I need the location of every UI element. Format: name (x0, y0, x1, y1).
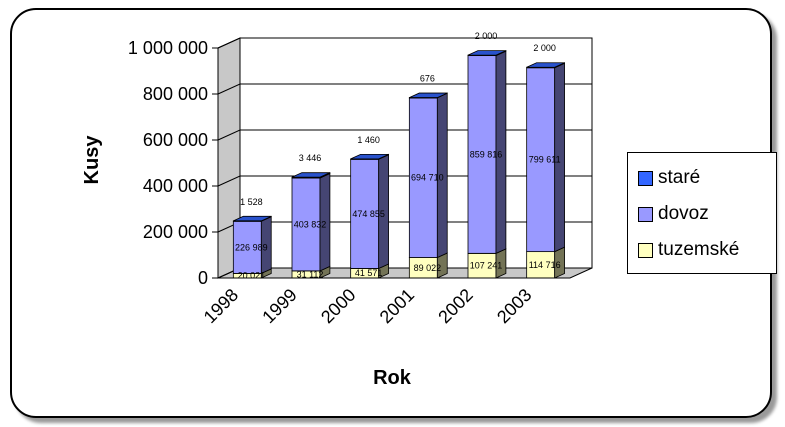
legend: staré dovoz tuzemské (627, 152, 777, 274)
data-label: 89 022 (414, 263, 442, 273)
legend-swatch-stare (638, 170, 653, 186)
data-label: 226 989 (235, 242, 268, 252)
bar-segment (232, 215, 272, 222)
data-label: 2 000 (475, 31, 498, 41)
legend-item-dovoz: dovoz (638, 201, 709, 227)
bar-segment (291, 172, 331, 179)
data-label: 859 816 (470, 149, 503, 159)
bar-front (467, 55, 497, 254)
data-label: 3 446 (299, 153, 322, 163)
y-tick-label: 600 000 (143, 130, 208, 150)
data-label: 403 832 (294, 219, 327, 229)
y-tick-label: 0 (198, 268, 208, 288)
data-label: 31 112 (297, 269, 324, 279)
bar-segment (350, 153, 389, 160)
data-label: 1 460 (357, 135, 380, 145)
bar-front (526, 67, 556, 253)
bar-top (467, 50, 507, 56)
legend-item-tuzemske: tuzemské (638, 237, 739, 263)
bar-top (409, 92, 448, 98)
bar-segment (467, 49, 507, 57)
legend-label-tuzemske: tuzemské (658, 239, 740, 260)
bar-top (526, 62, 565, 68)
bar-front (291, 177, 321, 272)
legend-label-dovoz: dovoz (658, 203, 709, 224)
bar-segment (408, 92, 448, 99)
x-tick-label: 2000 (317, 285, 359, 327)
y-axis-title: Kusy (81, 135, 103, 185)
data-label: 474 855 (352, 209, 385, 219)
bar-top (350, 153, 389, 160)
y-tick-label: 400 000 (143, 176, 208, 196)
gridline (217, 37, 592, 49)
data-label: 107 241 (470, 261, 503, 271)
bar-front (350, 158, 380, 269)
bar-top (291, 172, 331, 178)
legend-swatch-dovoz (638, 206, 653, 222)
data-label: 41 571 (355, 268, 383, 278)
data-label: 799 611 (529, 155, 561, 165)
x-tick-label: 1999 (258, 285, 300, 327)
bar-front (467, 252, 497, 279)
legend-swatch-tuzemske (638, 242, 653, 258)
bar-segment (291, 172, 331, 272)
legend-item-stare: staré (638, 165, 700, 191)
data-label: 694 710 (411, 173, 444, 183)
x-tick-label: 1998 (200, 285, 242, 327)
y-tick-label: 200 000 (143, 222, 208, 242)
bar-top (233, 215, 272, 222)
bar-segment (526, 62, 565, 69)
data-label: 2 000 (533, 43, 556, 53)
data-label: 676 (420, 74, 435, 84)
y-tick-label: 800 000 (143, 84, 208, 104)
data-label: 1 528 (240, 197, 263, 207)
data-label: 20 021 (238, 271, 266, 281)
bar-segment (526, 62, 565, 253)
x-axis-title: Rok (373, 367, 412, 389)
x-tick-label: 2002 (434, 285, 476, 327)
x-tick-label: 2001 (376, 285, 418, 327)
x-tick-label: 2003 (493, 285, 535, 327)
legend-label-stare: staré (658, 167, 701, 188)
y-tick-label: 1 000 000 (128, 38, 208, 58)
data-label: 114 716 (529, 260, 561, 270)
bar-front (408, 97, 438, 258)
